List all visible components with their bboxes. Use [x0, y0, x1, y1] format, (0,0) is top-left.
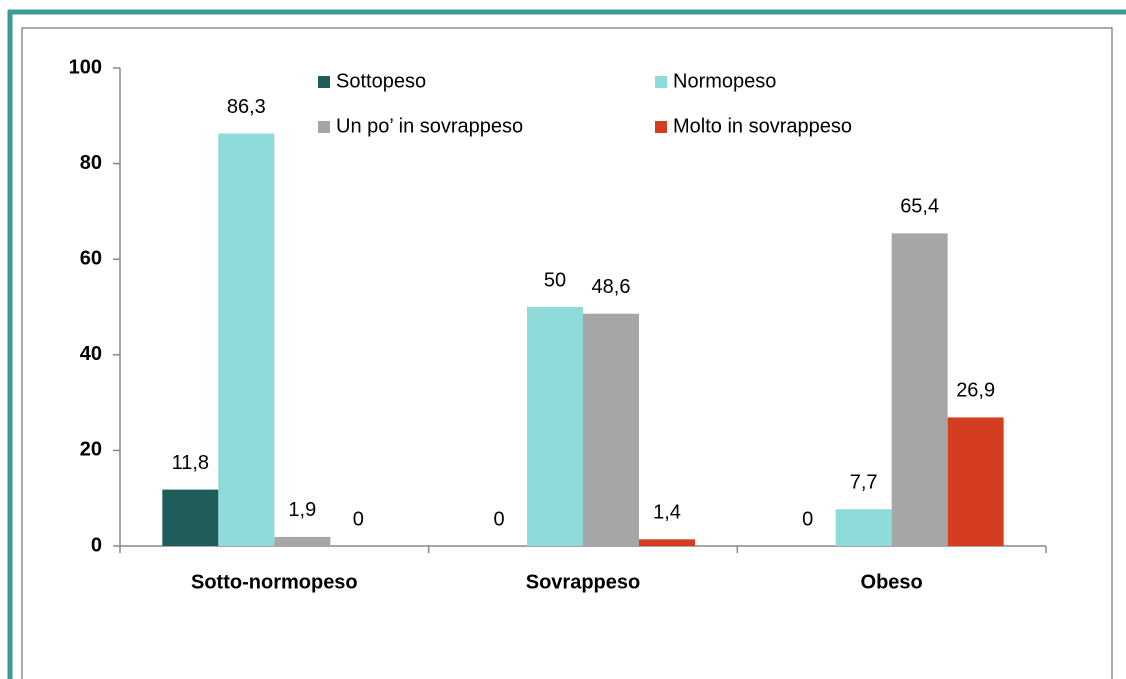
x-tick-label: Sotto-normopeso: [191, 571, 358, 593]
legend-label: Molto in sovrappeso: [673, 115, 852, 137]
data-label: 86,3: [227, 96, 266, 118]
legend-swatch: [655, 76, 667, 88]
legend-swatch: [318, 121, 330, 133]
bar: [947, 417, 1004, 546]
y-tick-label: 0: [91, 534, 102, 556]
data-label: 0: [353, 508, 364, 530]
data-label: 7,7: [850, 471, 878, 493]
data-label: 0: [802, 508, 813, 530]
x-tick-label: Obeso: [861, 571, 923, 593]
y-tick-label: 100: [69, 56, 102, 78]
data-label: 50: [544, 269, 566, 291]
data-label: 65,4: [900, 196, 939, 218]
bar: [218, 133, 275, 546]
plot-frame: [21, 27, 1113, 679]
data-label: 48,6: [592, 276, 631, 298]
legend-swatch: [655, 121, 667, 133]
data-label: 11,8: [172, 452, 209, 474]
y-tick-label: 20: [80, 439, 102, 461]
data-label: 0: [493, 508, 504, 530]
bar: [891, 233, 948, 546]
legend-label: Un po’ in sovrappeso: [336, 115, 523, 137]
bar: [162, 489, 219, 546]
bar: [835, 509, 892, 546]
y-tick-label: 80: [80, 152, 102, 174]
data-label: 26,9: [956, 380, 995, 402]
bar: [639, 539, 695, 546]
x-tick-label: Sovrappeso: [526, 571, 640, 593]
bar: [527, 307, 583, 546]
y-tick-label: 60: [80, 247, 102, 269]
data-label: 1,4: [653, 502, 681, 524]
y-tick-label: 40: [80, 343, 102, 365]
legend-label: Sottopeso: [336, 70, 426, 92]
legend-swatch: [318, 76, 330, 88]
data-label: 1,9: [288, 499, 316, 521]
bar: [583, 313, 639, 546]
bar: [274, 536, 331, 546]
legend-label: Normopeso: [673, 70, 776, 92]
